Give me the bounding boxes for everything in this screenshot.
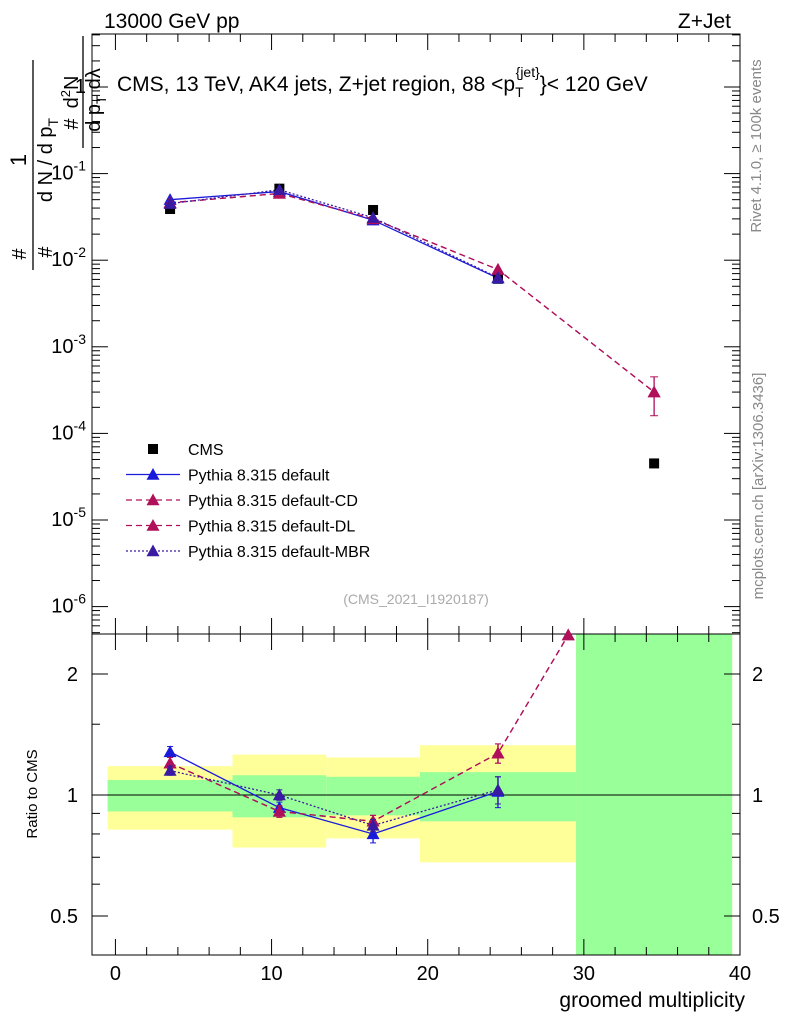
ratio-series-point-3 — [366, 818, 380, 831]
main-y-tick-label: 10-5 — [51, 504, 86, 531]
main-y-tick-label: 1 — [75, 76, 86, 98]
ratio-series-point-2 — [163, 756, 177, 769]
mcplots-label: mcplots.cern.ch [arXiv:1306.3436] — [750, 373, 767, 600]
ratio-y-tick-label: 2 — [67, 664, 78, 686]
main-y-tick-label: 10-3 — [51, 331, 86, 358]
main-y-tick-label: 10-6 — [51, 591, 86, 618]
main-series-point-4 — [272, 183, 286, 196]
main-series-point-4 — [366, 211, 380, 223]
legend-marker-cms — [148, 444, 158, 454]
cms-data-point — [368, 204, 379, 215]
legend-label: Pythia 8.315 default-DL — [188, 519, 355, 536]
main-panel-series — [163, 183, 661, 469]
ratio-series-line-0 — [169, 751, 499, 835]
legend-label: CMS — [188, 442, 224, 459]
ratio-band-inner-0 — [107, 779, 233, 812]
main-series-line-3 — [170, 192, 655, 393]
ratio-series-point-3 — [163, 764, 177, 776]
x-tick-label: 10 — [260, 963, 282, 985]
svg-text:#: # — [61, 118, 83, 130]
ratio-y-tick-label-right: 2 — [752, 664, 763, 686]
svg-text:d pTdλ: d pTdλ — [83, 68, 109, 132]
main-series-point-3 — [647, 385, 661, 398]
ratio-panel-frame: 0 10 20 30 40 0.5 0.5 1 1 2 2 — [50, 633, 780, 985]
ratio-y-tick-label: 1 — [67, 785, 78, 807]
svg-text:#: # — [9, 248, 31, 260]
main-series-line-2 — [170, 192, 655, 393]
header-channel: Z+Jet — [678, 10, 731, 33]
legend: CMS Pythia 8.315 default Pythia 8.315 defa… — [126, 442, 370, 561]
ratio-series-point-2 — [561, 628, 575, 641]
legend-marker-1 — [146, 468, 160, 480]
ratio-y-axis-label: Ratio to CMS — [24, 749, 41, 838]
analysis-tag: (CMS_2021_I1920187) — [343, 591, 489, 607]
ratio-series-line-3 — [169, 769, 499, 827]
svg-text:d N / d pT: d N / d pT — [35, 117, 61, 202]
main-panel-frame: 110-110-210-310-410-510-6 — [51, 33, 741, 635]
ratio-series-point-0 — [163, 745, 177, 758]
ratio-band-inner-2 — [326, 776, 420, 816]
cms-data-point — [165, 204, 176, 215]
ratio-y-tick-label-right: 1 — [752, 785, 763, 807]
ratio-series-point-3 — [491, 783, 505, 796]
main-series-line-4 — [169, 189, 499, 279]
main-y-axis-label: 1 d N / d pT # # d2N d pTdλ # — [6, 36, 109, 270]
plot-title: CMS, 13 TeV, AK4 jets, Z+jet region, 88 … — [117, 64, 648, 100]
main-y-tick-label: 10-4 — [51, 417, 86, 444]
svg-text:1: 1 — [6, 154, 31, 166]
legend-marker-3 — [146, 519, 160, 531]
legend-label: Pythia 8.315 default-CD — [188, 493, 358, 510]
cms-data-point — [649, 458, 660, 469]
main-series-point-4 — [163, 197, 177, 209]
ratio-y-tick-label: 0.5 — [50, 906, 78, 928]
x-tick-label: 30 — [573, 963, 595, 985]
header-process: 13000 GeV pp — [104, 10, 239, 33]
ratio-series-point-2 — [491, 746, 505, 759]
ratio-panel-series — [163, 628, 575, 844]
main-series-point-4 — [491, 271, 505, 283]
main-series-point-3 — [491, 263, 505, 275]
x-axis-label: groomed multiplicity — [559, 989, 745, 1012]
rivet-version-label: Rivet 4.1.0, ≥ 100k events — [748, 59, 765, 232]
ratio-series-point-3 — [272, 788, 286, 801]
main-series-line-1 — [170, 190, 499, 279]
legend-label: Pythia 8.315 default-MBR — [188, 544, 370, 561]
legend-marker-4 — [146, 544, 160, 557]
svg-text:#: # — [35, 246, 57, 258]
legend-marker-2 — [146, 493, 160, 506]
x-tick-label: 0 — [110, 963, 121, 985]
ratio-y-tick-label-right: 0.5 — [752, 906, 780, 928]
x-tick-label: 40 — [729, 963, 751, 985]
x-tick-label: 20 — [417, 963, 439, 985]
ratio-series-point-2 — [272, 804, 286, 817]
legend-label: Pythia 8.315 default — [188, 468, 330, 485]
ratio-series-point-0 — [366, 827, 380, 840]
